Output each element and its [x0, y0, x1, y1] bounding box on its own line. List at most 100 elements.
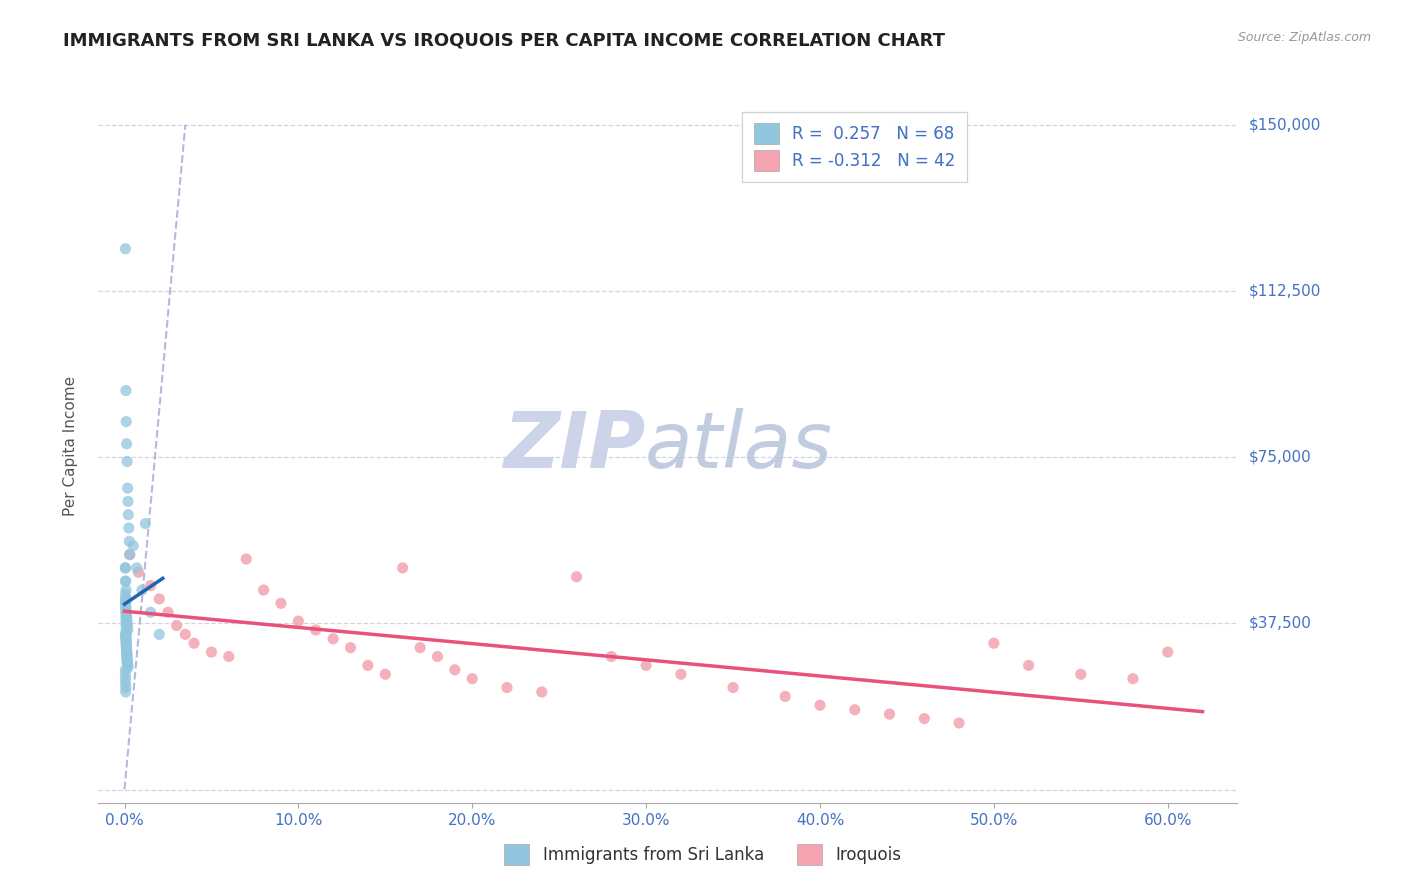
Legend: R =  0.257   N = 68, R = -0.312   N = 42: R = 0.257 N = 68, R = -0.312 N = 42: [742, 112, 967, 183]
Point: [115, 627, 138, 641]
Point: [565, 570, 588, 584]
Point: [636, 658, 658, 673]
Point: [115, 636, 138, 650]
Point: [808, 698, 831, 713]
Point: [118, 548, 141, 562]
Point: [118, 521, 141, 535]
Point: [322, 632, 344, 646]
Point: [409, 640, 432, 655]
Point: [117, 508, 139, 522]
Point: [139, 579, 162, 593]
Point: [115, 645, 138, 659]
Point: [1070, 667, 1092, 681]
Point: [127, 566, 149, 580]
Point: [114, 632, 136, 646]
Point: [391, 561, 413, 575]
Point: [948, 716, 970, 731]
Point: [721, 681, 744, 695]
Point: [118, 534, 141, 549]
Point: [115, 609, 138, 624]
Point: [115, 614, 138, 628]
Point: [1157, 645, 1180, 659]
Point: [773, 690, 796, 704]
Point: [115, 649, 138, 664]
Point: [287, 614, 309, 628]
Point: [114, 630, 136, 644]
Point: [148, 627, 170, 641]
Point: [669, 667, 692, 681]
Point: [115, 632, 138, 646]
Point: [426, 649, 449, 664]
Point: [174, 627, 197, 641]
Point: [114, 627, 136, 641]
Point: [117, 494, 139, 508]
Point: [252, 582, 274, 597]
Point: [339, 640, 361, 655]
Point: [115, 591, 138, 606]
Point: [879, 707, 901, 722]
Point: [115, 634, 138, 648]
Point: [117, 654, 139, 668]
Point: [218, 649, 240, 664]
Point: [115, 609, 138, 624]
Point: [115, 384, 138, 398]
Point: [114, 676, 136, 690]
Point: [118, 548, 141, 562]
Point: [115, 618, 138, 632]
Point: [131, 582, 153, 597]
Point: [114, 587, 136, 601]
Point: [125, 561, 148, 575]
Point: [117, 656, 139, 670]
Legend: Immigrants from Sri Lanka, Iroquois: Immigrants from Sri Lanka, Iroquois: [495, 834, 911, 875]
Point: [114, 681, 136, 695]
Point: [115, 415, 138, 429]
Point: [114, 561, 136, 575]
Point: [166, 618, 188, 632]
Point: [461, 672, 484, 686]
Point: [117, 618, 139, 632]
Point: [115, 649, 138, 664]
Point: [115, 648, 138, 662]
Point: [844, 703, 866, 717]
Point: [114, 574, 136, 589]
Point: [115, 640, 138, 655]
Text: $75,000: $75,000: [1249, 450, 1312, 465]
Point: [114, 591, 136, 606]
Point: [115, 640, 138, 655]
Point: [114, 561, 136, 575]
Point: [912, 712, 935, 726]
Point: [115, 623, 138, 637]
Point: [115, 437, 138, 451]
Point: [114, 685, 136, 699]
Point: [115, 639, 138, 653]
Point: [114, 242, 136, 256]
Point: [496, 681, 519, 695]
Point: [305, 623, 328, 637]
Point: [600, 649, 623, 664]
Point: [115, 636, 138, 650]
Text: IMMIGRANTS FROM SRI LANKA VS IROQUOIS PER CAPITA INCOME CORRELATION CHART: IMMIGRANTS FROM SRI LANKA VS IROQUOIS PE…: [63, 31, 945, 49]
Point: [114, 663, 136, 677]
Text: $150,000: $150,000: [1249, 117, 1320, 132]
Point: [117, 623, 139, 637]
Text: Source: ZipAtlas.com: Source: ZipAtlas.com: [1237, 31, 1371, 45]
Point: [115, 605, 138, 619]
Point: [115, 643, 138, 657]
Point: [444, 663, 467, 677]
Point: [139, 605, 162, 619]
Point: [115, 614, 138, 628]
Point: [148, 591, 170, 606]
Text: $37,500: $37,500: [1249, 615, 1312, 631]
Text: $112,500: $112,500: [1249, 284, 1320, 298]
Point: [114, 574, 136, 589]
Point: [183, 636, 205, 650]
Point: [156, 605, 179, 619]
Point: [122, 539, 145, 553]
Point: [1122, 672, 1144, 686]
Point: [270, 596, 292, 610]
Point: [114, 672, 136, 686]
Point: [374, 667, 396, 681]
Point: [117, 652, 139, 666]
Point: [115, 600, 138, 615]
Point: [115, 454, 138, 468]
